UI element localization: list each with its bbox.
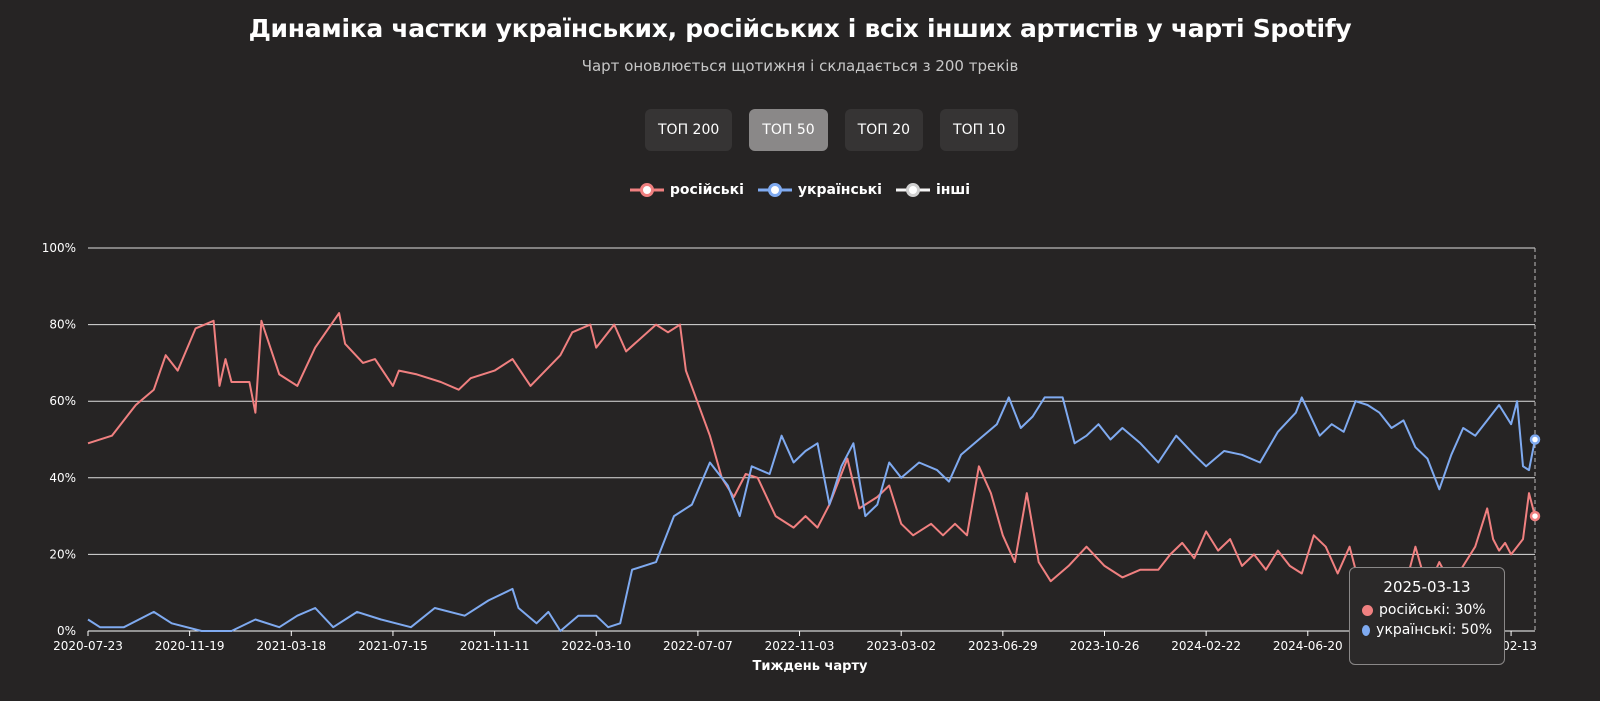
tooltip-value-russian: російські: 30%: [1379, 602, 1486, 618]
y-tick-label: 60%: [49, 394, 76, 408]
series-line-ukrainian[interactable]: [87, 396, 1536, 632]
chart-grid: [88, 247, 1535, 632]
x-tick-label: 2021-03-18: [256, 639, 326, 653]
legend-marker-ukrainian-icon: [757, 183, 792, 197]
tooltip-value-ukrainian: українські: 50%: [1376, 622, 1492, 638]
x-tick-label: 2022-11-03: [765, 639, 835, 653]
tooltip-row-ukrainian: українські: 50%: [1362, 622, 1492, 638]
series-point-russian[interactable]: [1529, 510, 1541, 522]
x-tick-label: 2022-07-07: [663, 639, 733, 653]
tab-top-200[interactable]: ТОП 200: [645, 109, 733, 151]
series-line-russian[interactable]: [87, 312, 1536, 617]
x-tick-label: 2023-03-02: [866, 639, 936, 653]
x-axis-label: Тиждень чарту: [753, 659, 868, 674]
tooltip-row-russian: російські: 30%: [1362, 602, 1492, 618]
x-tick-label: 2020-11-19: [155, 639, 225, 653]
page-subtitle: Чарт оновлюється щотижня і складається з…: [581, 57, 1019, 75]
top-tabs: ТОП 200 ТОП 50 ТОП 20 ТОП 10: [645, 109, 1019, 151]
x-tick-label: 2024-02-22: [1171, 639, 1241, 653]
page-title: Динаміка частки українських, російських …: [248, 14, 1352, 43]
y-tick-label: 100%: [42, 241, 76, 255]
legend-item-ukrainian[interactable]: українські: [757, 182, 882, 198]
legend-item-others[interactable]: інші: [895, 182, 971, 198]
chart-legend: російські українські інші: [0, 182, 1600, 198]
x-tick-label: 2021-11-11: [460, 639, 530, 653]
chart-series: [87, 248, 1541, 632]
x-tick-label: 2024-06-20: [1273, 639, 1343, 653]
series-point-ukrainian[interactable]: [1529, 434, 1541, 445]
y-tick-label: 0%: [57, 624, 76, 638]
tooltip-dot-russian-icon: [1362, 604, 1373, 616]
tooltip-dot-ukrainian-icon: [1362, 624, 1371, 636]
tab-top-20[interactable]: ТОП 20: [844, 109, 924, 151]
legend-marker-others-icon: [895, 183, 930, 197]
legend-label-russian: російські: [669, 182, 744, 198]
legend-label-ukrainian: українські: [797, 182, 882, 198]
y-axis-ticks: 0% 20% 40% 60% 80% 100%: [42, 241, 76, 638]
x-tick-label: 2023-10-26: [1070, 639, 1140, 653]
x-tick-label: 2022-03-10: [561, 639, 631, 653]
x-tick-label: 2020-07-23: [53, 639, 123, 653]
chart-tooltip: 2025-03-13 російські: 30% українські: 50…: [1349, 567, 1505, 665]
tab-top-10[interactable]: ТОП 10: [940, 109, 1019, 151]
y-tick-label: 20%: [49, 547, 76, 561]
legend-marker-russian-icon: [629, 183, 664, 197]
y-tick-label: 80%: [49, 318, 76, 332]
x-tick-label: 2021-07-15: [358, 639, 428, 653]
tooltip-date: 2025-03-13: [1383, 578, 1471, 596]
x-axis-ticks: 2020-07-23 2020-11-19 2021-03-18 2021-07-15…: [53, 631, 1537, 653]
tab-top-50[interactable]: ТОП 50: [749, 109, 828, 151]
legend-item-russian[interactable]: російські: [629, 182, 744, 198]
y-tick-label: 40%: [49, 471, 76, 485]
x-tick-label: 2023-06-29: [968, 639, 1038, 653]
legend-label-others: інші: [935, 182, 971, 198]
